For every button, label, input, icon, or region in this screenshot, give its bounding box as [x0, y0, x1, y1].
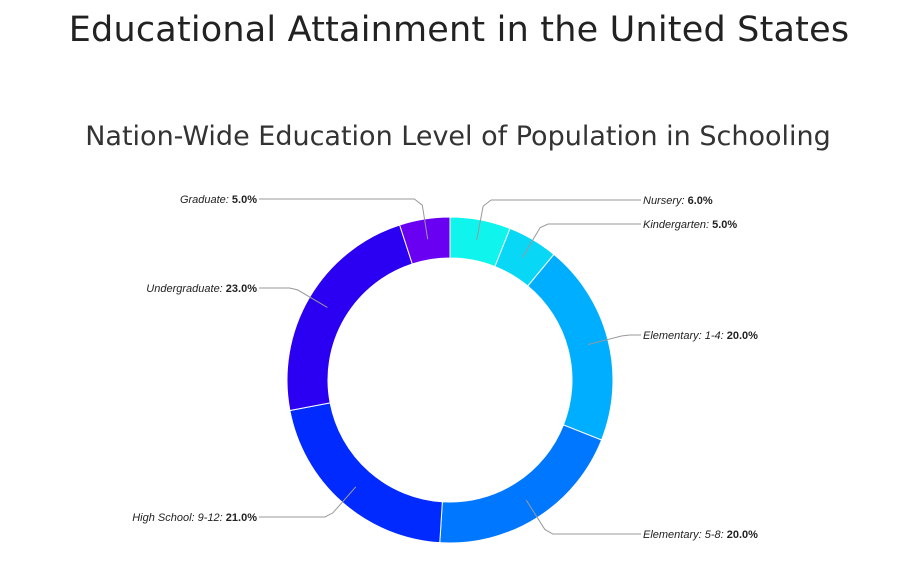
data-label-value: 20.0%: [727, 529, 758, 541]
data-label-value: 21.0%: [226, 512, 257, 524]
data-label-category: Kindergarten:: [643, 219, 712, 231]
data-label-category: Undergraduate:: [146, 283, 226, 295]
leader-lines-group: [259, 198, 641, 535]
data-label-category: Elementary: 1-4:: [643, 330, 727, 342]
labels-group: Nursery: 6.0% Kindergarten: 5.0% Elementar…: [132, 194, 758, 541]
leader-line-kindergarten: [522, 223, 641, 258]
data-label-value: 20.0%: [727, 330, 758, 342]
data-label-elementary-5-8: Elementary: 5-8: 20.0%: [643, 529, 758, 541]
data-label-category: Graduate:: [180, 194, 232, 206]
page-title: Educational Attainment in the United Sta…: [68, 10, 850, 50]
slices-group: [286, 216, 614, 544]
data-label-nursery: Nursery: 6.0%: [643, 195, 713, 207]
slice-elementary-1-4: [527, 253, 614, 441]
data-label-graduate: Graduate: 5.0%: [180, 194, 257, 206]
data-label-value: 5.0%: [712, 219, 737, 231]
leader-line-high-school-9-12: [259, 486, 357, 518]
data-label-value: 23.0%: [226, 283, 257, 295]
data-label-kindergarten: Kindergarten: 5.0%: [643, 219, 737, 231]
data-label-category: Elementary: 5-8:: [643, 529, 727, 541]
leader-line-undergraduate: [259, 287, 328, 308]
data-label-high-school-9-12: High School: 9-12: 21.0%: [132, 512, 257, 524]
leader-line-elementary-5-8: [525, 500, 641, 535]
leader-line-graduate: [259, 198, 429, 240]
data-label-elementary-1-4: Elementary: 1-4: 20.0%: [643, 330, 758, 342]
slice-undergraduate: [286, 224, 413, 412]
data-label-value: 6.0%: [688, 195, 713, 207]
slice-elementary-5-8: [439, 424, 603, 544]
data-label-category: High School: 9-12:: [132, 512, 226, 524]
slice-graduate: [398, 216, 451, 265]
data-label-value: 5.0%: [232, 194, 257, 206]
leader-line-elementary-1-4: [587, 334, 641, 346]
data-label-category: Nursery:: [643, 195, 688, 207]
slice-high-school-9-12: [289, 402, 443, 544]
chart-title: Nation-Wide Education Level of Populatio…: [85, 121, 831, 152]
leader-line-nursery: [476, 199, 641, 241]
data-label-undergraduate: Undergraduate: 23.0%: [146, 283, 257, 295]
